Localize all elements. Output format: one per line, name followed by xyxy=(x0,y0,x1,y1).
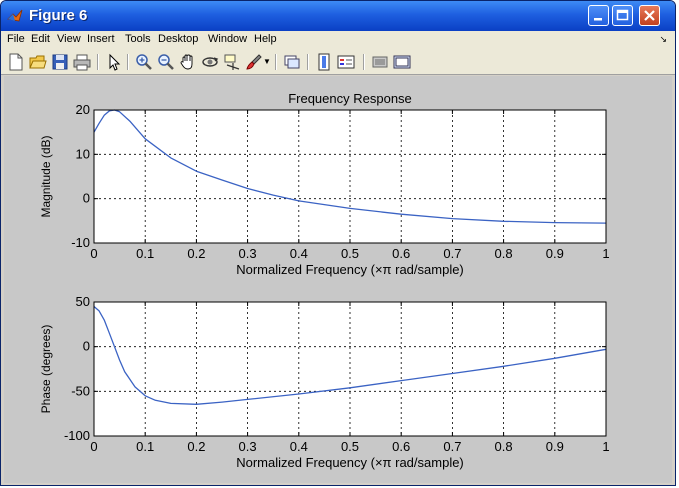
data-series-line xyxy=(93,306,607,405)
y-tick-label: -10 xyxy=(71,235,90,250)
brush-icon[interactable] xyxy=(245,53,263,71)
y-tick-label: 0 xyxy=(83,191,90,206)
x-tick-label: 0.6 xyxy=(392,439,410,454)
data-series-line xyxy=(93,109,607,224)
minimize-button[interactable] xyxy=(588,5,609,26)
x-tick-label: 0.3 xyxy=(239,246,257,261)
toolbar-separator xyxy=(97,54,99,70)
y-tick-label: 50 xyxy=(76,294,90,309)
x-tick-label: 0.3 xyxy=(239,439,257,454)
brush-dropdown-icon[interactable]: ▼ xyxy=(263,57,271,66)
save-icon[interactable] xyxy=(51,53,69,71)
x-tick-label: 1 xyxy=(602,246,609,261)
menu-window[interactable]: Window xyxy=(208,33,248,45)
menu-view[interactable]: View xyxy=(57,33,81,45)
x-tick-label: 0.9 xyxy=(546,246,564,261)
phase-axes[interactable]: 0 0.1 0.2 0.3 0.4 0.5 0.6 0.7 0.8 0.9 1 -100 -50 0 50 N… xyxy=(39,294,610,470)
axes-frame xyxy=(93,109,607,244)
rotate-3d-icon[interactable] xyxy=(201,53,219,71)
toolbar-separator xyxy=(127,54,129,70)
data-cursor-icon[interactable] xyxy=(223,53,241,71)
pan-hand-icon[interactable] xyxy=(179,53,197,71)
maximize-button[interactable] xyxy=(612,5,633,26)
x-tick-label: 0.2 xyxy=(187,439,205,454)
y-axis-label: Magnitude (dB) xyxy=(39,135,53,217)
toolbar-separator xyxy=(363,54,365,70)
x-tick-label: 0.7 xyxy=(443,246,461,261)
edit-plot-arrow-icon[interactable] xyxy=(105,53,123,71)
window-title: Figure 6 xyxy=(29,7,88,24)
x-tick-label: 0.8 xyxy=(495,246,513,261)
title-bar[interactable]: Figure 6 xyxy=(1,1,675,31)
toolbar-separator xyxy=(275,54,277,70)
menu-desktop[interactable]: Desktop xyxy=(158,33,199,45)
y-axis-label: Phase (degrees) xyxy=(39,325,53,414)
x-tick-label: 0.5 xyxy=(341,439,359,454)
menu-overflow-icon[interactable]: ↘ xyxy=(659,34,667,44)
toolbar-separator xyxy=(307,54,309,70)
x-tick-label: 0.2 xyxy=(187,246,205,261)
menu-insert[interactable]: Insert xyxy=(87,33,115,45)
colorbar-icon[interactable] xyxy=(315,53,333,71)
menu-file[interactable]: File xyxy=(7,33,25,45)
zoom-in-icon[interactable] xyxy=(135,53,153,71)
y-tick-label: -50 xyxy=(71,383,90,398)
figure-canvas[interactable]: 0 0.1 0.2 0.3 0.4 0.5 0.6 0.7 0.8 0.9 1 -10 0 10 20 Fre… xyxy=(4,76,672,483)
maximize-icon xyxy=(616,9,629,21)
close-button[interactable] xyxy=(639,5,660,26)
x-tick-label: 0.1 xyxy=(136,246,154,261)
x-tick-label: 0.9 xyxy=(546,439,564,454)
axes-frame xyxy=(93,301,607,437)
x-axis-label: Normalized Frequency (×π rad/sample) xyxy=(236,455,464,470)
open-file-icon[interactable] xyxy=(29,53,47,71)
x-tick-label: 0.4 xyxy=(290,439,308,454)
x-tick-label: 0 xyxy=(90,246,97,261)
x-tick-label: 0.7 xyxy=(443,439,461,454)
magnitude-axes[interactable]: 0 0.1 0.2 0.3 0.4 0.5 0.6 0.7 0.8 0.9 1-1001020Fre… xyxy=(39,91,610,277)
zoom-out-icon[interactable] xyxy=(157,53,175,71)
y-tick-label: 10 xyxy=(76,146,90,161)
link-plot-icon[interactable] xyxy=(283,53,301,71)
menu-bar: File Edit View Insert Tools Desktop Wind… xyxy=(1,31,675,49)
legend-icon[interactable] xyxy=(337,53,355,71)
x-tick-label: 0.8 xyxy=(495,439,513,454)
minimize-icon xyxy=(594,18,602,21)
menu-edit[interactable]: Edit xyxy=(31,33,50,45)
y-tick-label: 0 xyxy=(83,339,90,354)
matlab-logo-icon xyxy=(7,9,23,22)
show-plot-tools-icon[interactable] xyxy=(393,53,411,71)
x-tick-label: 1 xyxy=(602,439,609,454)
x-tick-label: 0.1 xyxy=(136,439,154,454)
x-tick-label: 0.5 xyxy=(341,246,359,261)
close-icon xyxy=(644,10,655,21)
print-icon[interactable] xyxy=(73,53,91,71)
hide-plot-tools-icon[interactable] xyxy=(371,53,389,71)
figure-toolbar: ▼ xyxy=(1,49,675,75)
x-axis-label: Normalized Frequency (×π rad/sample) xyxy=(236,262,464,277)
y-tick-label: -100 xyxy=(64,428,90,443)
x-tick-label: 0.6 xyxy=(392,246,410,261)
chart-title: Frequency Response xyxy=(288,91,412,106)
menu-help[interactable]: Help xyxy=(254,33,277,45)
y-tick-label: 20 xyxy=(76,102,90,117)
menu-tools[interactable]: Tools xyxy=(125,33,151,45)
x-tick-label: 0 xyxy=(90,439,97,454)
x-tick-label: 0.4 xyxy=(290,246,308,261)
new-figure-icon[interactable] xyxy=(7,53,25,71)
plot-surface: 0 0.1 0.2 0.3 0.4 0.5 0.6 0.7 0.8 0.9 1-1001020Fre… xyxy=(39,91,610,470)
